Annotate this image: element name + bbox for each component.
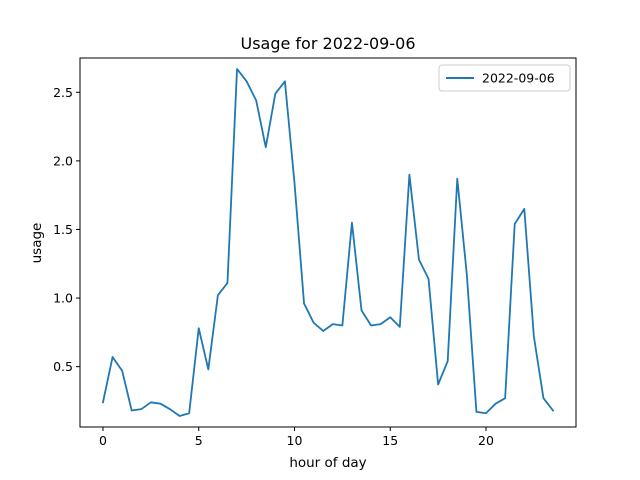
y-tick-label: 1.0	[53, 291, 73, 306]
legend-box	[438, 64, 571, 92]
axis-ticks: 0 5 10 15 20 0.5 1.0 1.5 2.0 2.5	[53, 85, 494, 448]
x-tick-label: 5	[195, 433, 203, 448]
plot-area	[101, 68, 555, 417]
plot-frame	[79, 57, 577, 428]
y-tick-label: 0.5	[53, 359, 73, 374]
legend-entry-label: 2022-09-06	[482, 71, 555, 86]
y-tick-label: 1.5	[53, 222, 73, 237]
x-tick-label: 0	[99, 433, 107, 448]
chart-title: Usage for 2022-09-06	[240, 34, 415, 53]
x-tick-label: 15	[382, 433, 398, 448]
x-axis-label: hour of day	[289, 455, 366, 471]
series-line	[101, 68, 555, 417]
x-tick-label: 10	[287, 433, 303, 448]
legend: 2022-09-06	[438, 64, 571, 92]
y-tick-label: 2.0	[53, 153, 73, 168]
x-tick-label: 20	[478, 433, 494, 448]
y-axis-label: usage	[29, 223, 45, 264]
y-tick-label: 2.5	[53, 85, 73, 100]
